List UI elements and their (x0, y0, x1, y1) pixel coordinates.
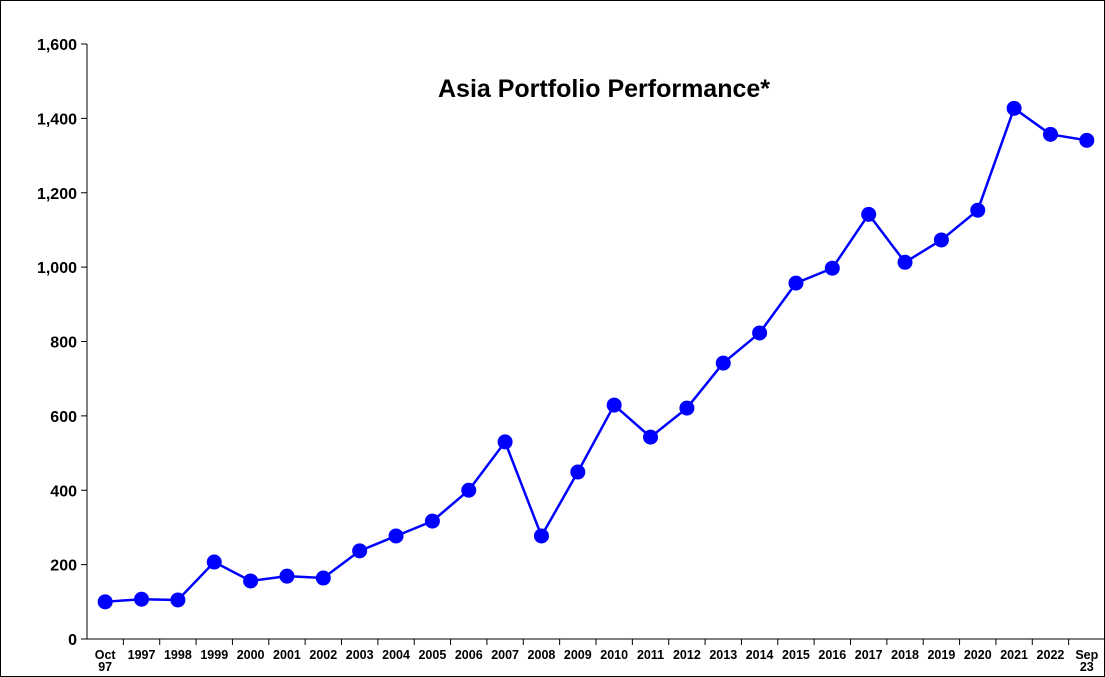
x-tick-label: 2017 (855, 648, 883, 662)
point (679, 400, 695, 416)
point (752, 325, 768, 341)
x-tick-label: 2016 (818, 648, 846, 662)
x-tick-label: 2008 (528, 648, 556, 662)
x-tick-label: 2007 (491, 648, 519, 662)
point (279, 568, 295, 584)
point (788, 275, 804, 291)
y-tick-label: 600 (50, 409, 77, 426)
x-tick-label: 2002 (309, 648, 337, 662)
x-tick-label: 2012 (673, 648, 701, 662)
point (933, 232, 949, 248)
point (206, 554, 222, 570)
y-tick-label: 1,600 (37, 37, 77, 54)
x-tick-label: 2011 (637, 648, 664, 662)
point (315, 570, 331, 586)
x-tick-label: 2001 (273, 648, 301, 662)
x-tick-label: Oct 97 (95, 648, 117, 674)
point (606, 397, 622, 413)
point (134, 591, 150, 607)
point (897, 254, 913, 270)
point (424, 513, 440, 529)
point (824, 260, 840, 276)
x-tick-label: 2014 (746, 648, 774, 662)
x-tick-label: 2010 (600, 648, 628, 662)
x-tick-label: 1999 (200, 648, 228, 662)
point (643, 429, 659, 445)
x-tick-label: 2019 (927, 648, 955, 662)
point (715, 355, 731, 371)
y-tick-label: 0 (68, 632, 77, 649)
x-tick-label: 2015 (782, 648, 810, 662)
point (97, 594, 113, 610)
line (105, 106, 1088, 604)
y-tick-label: 1,000 (37, 260, 77, 277)
x-tick-label: 2005 (418, 648, 446, 662)
point (570, 464, 586, 480)
point (388, 528, 404, 544)
point (970, 202, 986, 218)
x-tick-label: 2021 (1000, 648, 1028, 662)
x-tick-label: 2013 (709, 648, 737, 662)
x-tick-label: 2009 (564, 648, 592, 662)
x-tick-label: 2004 (382, 648, 410, 662)
point (1042, 126, 1058, 142)
x-tick-label: 2022 (1037, 648, 1065, 662)
x-tick-label: 2020 (964, 648, 992, 662)
point (1079, 132, 1095, 148)
point (461, 482, 477, 498)
point (352, 543, 368, 559)
x-tick-label: 2018 (891, 648, 919, 662)
point (1006, 100, 1022, 116)
y-tick-label: 200 (50, 558, 77, 575)
point (243, 573, 259, 589)
x-tick-label: 2003 (346, 648, 374, 662)
point (533, 528, 549, 544)
point (170, 592, 186, 608)
y-tick-label: 400 (50, 483, 77, 500)
y-tick-label: 1,200 (37, 186, 77, 203)
x-tick-label: 2000 (237, 648, 265, 662)
x-tick-label: 2006 (455, 648, 483, 662)
y-tick-label: 800 (50, 335, 77, 352)
x-tick-label: 1997 (128, 648, 156, 662)
x-tick-label: Sep 23 (1075, 648, 1098, 674)
point (497, 434, 513, 450)
x-tick-label: 1998 (164, 648, 192, 662)
point (861, 206, 877, 222)
y-tick-label: 1,400 (37, 111, 77, 128)
chart-title: Asia Portfolio Performance* (438, 75, 770, 103)
